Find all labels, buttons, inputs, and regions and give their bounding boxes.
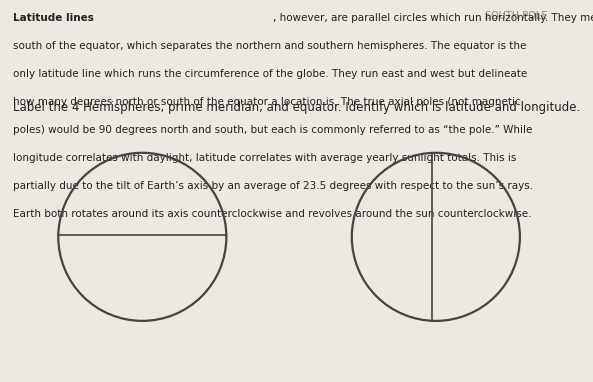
Text: partially due to the tilt of Earth’s axis by an average of 23.5 degrees with res: partially due to the tilt of Earth’s axi…	[13, 181, 533, 191]
Text: Latitude lines: Latitude lines	[13, 13, 94, 23]
Text: , however, are parallel circles which run horizontally. They measure the distanc: , however, are parallel circles which ru…	[273, 13, 593, 23]
Text: Label the 4 Hemispheres, prime meridian, and equator. Identify which is latitude: Label the 4 Hemispheres, prime meridian,…	[13, 101, 581, 114]
Text: longitude correlates with daylight, latitude correlates with average yearly sunl: longitude correlates with daylight, lati…	[13, 153, 517, 163]
Text: SOUTH POLE: SOUTH POLE	[484, 11, 547, 21]
Text: south of the equator, which separates the northern and southern hemispheres. The: south of the equator, which separates th…	[13, 41, 527, 51]
Text: Earth both rotates around its axis counterclockwise and revolves around the sun : Earth both rotates around its axis count…	[13, 209, 531, 219]
Text: poles) would be 90 degrees north and south, but each is commonly referred to as : poles) would be 90 degrees north and sou…	[13, 125, 533, 135]
Text: only latitude line which runs the circumference of the globe. They run east and : only latitude line which runs the circum…	[13, 69, 527, 79]
Text: how many degrees north or south of the equator a location is. The true axial pol: how many degrees north or south of the e…	[13, 97, 521, 107]
